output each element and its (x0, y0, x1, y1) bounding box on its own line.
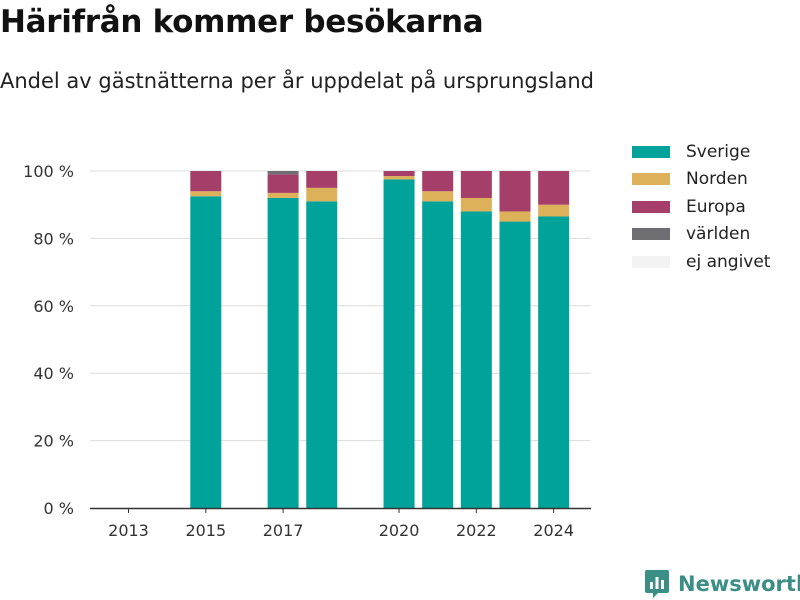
legend-swatch (632, 200, 670, 213)
chart-subtitle: Andel av gästnätterna per år uppdelat på… (0, 69, 594, 93)
legend-swatch (632, 255, 670, 268)
bar-segment (422, 191, 454, 202)
bar-segment (306, 187, 338, 202)
x-tick-label: 2015 (185, 521, 226, 540)
bar-segment (499, 171, 531, 212)
bar-segment (538, 171, 570, 205)
legend-label: världen (686, 224, 751, 245)
legend: Sverige Norden Europa världen ej angivet (632, 138, 770, 276)
bar-segment (422, 201, 454, 508)
y-tick-label: 40 % (33, 364, 74, 383)
bar-segment (538, 216, 570, 508)
bar-segment (383, 176, 415, 180)
brand-name: Newsworthy (678, 572, 800, 596)
legend-swatch (632, 228, 670, 241)
legend-label: Europa (686, 196, 746, 217)
bar-segment (267, 192, 299, 198)
x-tick-label: 2017 (263, 521, 304, 540)
legend-item[interactable]: Sverige (632, 138, 770, 166)
bar-segment (190, 196, 222, 508)
legend-swatch (632, 173, 670, 186)
bar-segment (306, 171, 338, 188)
legend-item[interactable]: världen (632, 221, 770, 249)
bar-chart-badge-icon (645, 570, 669, 598)
x-tick-label: 2022 (456, 521, 497, 540)
x-tick-label: 2013 (108, 521, 149, 540)
legend-label: Norden (686, 169, 748, 190)
y-tick-label: 80 % (33, 229, 74, 248)
chart-title: Härifrån kommer besökarna (0, 4, 484, 40)
bar-segment (499, 211, 531, 222)
bar-segment (422, 171, 454, 192)
legend-swatch (632, 145, 670, 158)
y-tick-label: 60 % (33, 297, 74, 316)
x-tick-label: 2020 (379, 521, 420, 540)
brand-logo: Newsworthy (644, 569, 800, 599)
bar-segment (267, 171, 299, 175)
bar-segment (306, 201, 338, 508)
bar-segment (190, 191, 222, 197)
bar-segment (267, 197, 299, 508)
y-tick-label: 0 % (44, 499, 74, 518)
bar-segment (460, 171, 492, 198)
legend-item[interactable]: Europa (632, 193, 770, 221)
legend-label: ej angivet (686, 251, 771, 272)
bar-segment (267, 174, 299, 193)
bar-segment (383, 171, 415, 177)
y-tick-label: 100 % (23, 162, 74, 181)
y-tick-label: 20 % (33, 432, 74, 451)
x-tick-label: 2024 (533, 521, 574, 540)
legend-item[interactable]: ej angivet (632, 248, 770, 276)
bar-segment (383, 179, 415, 509)
bar-segment (499, 221, 531, 509)
bar-segment (460, 211, 492, 508)
bar-segment (538, 204, 570, 217)
legend-label: Sverige (686, 141, 751, 162)
bar-segment (190, 171, 222, 192)
bar-segment (460, 197, 492, 212)
legend-item[interactable]: Norden (632, 166, 770, 194)
